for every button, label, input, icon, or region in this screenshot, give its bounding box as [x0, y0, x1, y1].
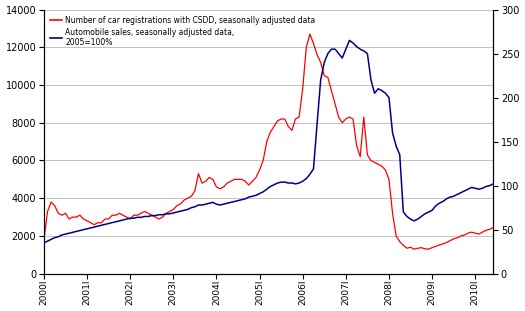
- Legend: Number of car registrations with CSDD, seasonally adjusted data, Automobile sale: Number of car registrations with CSDD, s…: [48, 13, 318, 49]
